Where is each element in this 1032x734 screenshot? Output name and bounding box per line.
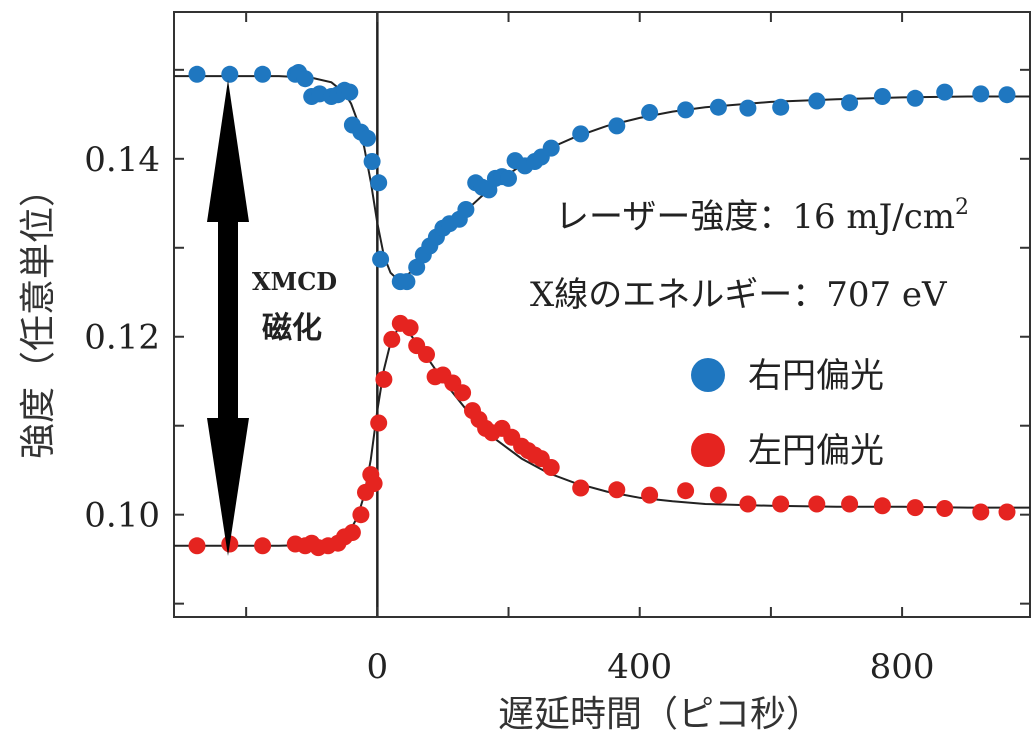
data-point-left-circular [772,495,790,513]
data-point-right-circular [998,86,1016,104]
data-point-right-circular [341,83,359,101]
data-point-left-circular [936,500,954,517]
x-tick-label: 800 [870,647,935,687]
data-point-right-circular [296,70,314,88]
data-point-right-circular [709,98,727,116]
data-point-right-circular [500,169,517,187]
y-tick-label: 0.12 [84,318,160,358]
y-tick-label: 0.14 [84,140,160,180]
data-point-right-circular [572,125,590,143]
xray-energy-annotation: X線のエネルギー：707 eV [530,275,948,315]
data-point-right-circular [906,89,924,107]
data-point-left-circular [188,537,206,555]
data-point-left-circular [401,319,419,337]
data-point-left-circular [365,475,383,492]
data-point-right-circular [808,92,826,110]
data-point-left-circular [542,459,560,476]
data-points [188,64,1016,557]
data-point-left-circular [739,495,757,513]
data-point-right-circular [677,101,695,119]
axis-ticks [174,12,1030,617]
legend: 右円偏光 左円偏光 [691,356,884,471]
arrow-head-up [207,80,249,222]
data-point-right-circular [370,174,388,192]
data-point-left-circular [370,414,388,432]
legend-marker-left-circular [691,433,725,467]
data-point-left-circular [709,486,727,504]
data-point-right-circular [608,117,626,135]
legend-label-right-circular: 右円偏光 [748,356,884,396]
data-point-right-circular [372,250,390,268]
data-point-right-circular [363,153,381,170]
legend-marker-right-circular [691,358,725,392]
data-point-left-circular [641,486,659,504]
data-point-right-circular [542,139,560,157]
data-point-left-circular [808,495,826,513]
data-point-left-circular [906,499,924,517]
data-point-right-circular [188,65,206,83]
data-point-left-circular [841,495,859,513]
data-point-left-circular [254,537,272,555]
data-point-right-circular [873,88,891,105]
data-point-left-circular [608,481,626,499]
plot-frame [173,11,1031,618]
laser-intensity-text: レーザー強度：16 mJ/cm [555,197,955,237]
data-point-left-circular [343,524,361,541]
arrow-shaft [218,220,238,420]
data-point-right-circular [841,94,859,112]
data-point-left-circular [873,497,891,515]
data-point-right-circular [936,83,954,101]
x-tick-label: 0 [367,647,389,687]
data-point-left-circular [972,503,990,521]
x-tick-labels: 0 400 800 [367,647,935,687]
x-axis-label: 遅延時間（ピコ秒） [498,694,822,734]
data-point-left-circular [454,384,472,402]
data-point-right-circular [398,273,416,291]
y-tick-label: 0.10 [84,496,160,536]
data-point-right-circular [254,65,272,83]
plot-area [173,11,1031,618]
data-point-right-circular [359,129,376,147]
data-point-left-circular [572,479,590,497]
laser-intensity-annotation: レーザー強度：16 mJ/cm2 [555,195,969,237]
data-point-right-circular [457,201,475,218]
fit-curve-1 [174,328,1030,547]
fit-curve-0 [174,75,1030,280]
data-point-left-circular [375,370,393,388]
laser-intensity-superscript: 2 [955,195,969,220]
data-point-right-circular [739,99,757,117]
legend-label-left-circular: 左円偏光 [748,431,884,471]
y-tick-labels: 0.10 0.12 0.14 [84,140,160,536]
x-tick-label: 400 [607,647,672,687]
data-point-right-circular [221,65,239,83]
xmcd-double-arrow [207,80,249,556]
magnetization-label: 磁化 [262,311,322,346]
data-point-left-circular [383,330,401,348]
data-point-right-circular [772,98,790,116]
xmcd-label: XMCD [252,267,337,296]
data-point-left-circular [677,482,695,500]
data-point-right-circular [641,104,659,121]
data-point-left-circular [418,346,435,363]
data-point-right-circular [972,85,990,103]
data-point-left-circular [352,506,370,524]
data-point-left-circular [998,503,1016,521]
y-axis-label: 強度（任意単位） [18,171,59,459]
arrow-head-down [207,418,249,556]
